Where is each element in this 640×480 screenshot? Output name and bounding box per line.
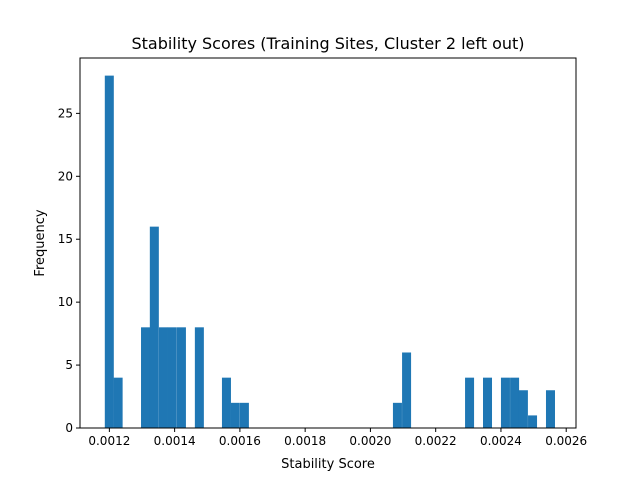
histogram-bar bbox=[176, 327, 186, 428]
histogram-bar bbox=[510, 377, 520, 428]
histogram-bar bbox=[239, 402, 249, 428]
y-tick-label: 0 bbox=[65, 421, 73, 435]
y-tick-label: 25 bbox=[58, 106, 73, 120]
chart-title: Stability Scores (Training Sites, Cluste… bbox=[131, 34, 524, 53]
histogram-bar bbox=[528, 415, 538, 428]
histogram-bar bbox=[167, 327, 177, 428]
histogram-bar bbox=[221, 377, 231, 428]
histogram-bar bbox=[141, 327, 151, 428]
x-axis: 0.0012 0.0014 0.0016 0.0018 0.0020 0.0022 0.00… bbox=[88, 428, 587, 448]
x-tick-label: 0.0020 bbox=[349, 434, 391, 448]
x-tick-label: 0.0012 bbox=[88, 434, 130, 448]
histogram-bar bbox=[158, 327, 168, 428]
y-axis-label: Frequency bbox=[33, 209, 48, 276]
x-tick-label: 0.0026 bbox=[545, 434, 587, 448]
histogram-bar bbox=[518, 390, 528, 428]
y-tick-label: 10 bbox=[58, 295, 73, 309]
histogram-bar bbox=[500, 377, 510, 428]
histogram-bar bbox=[465, 377, 475, 428]
x-tick-label: 0.0016 bbox=[219, 434, 261, 448]
x-axis-label: Stability Score bbox=[281, 457, 375, 472]
x-tick-label: 0.0018 bbox=[284, 434, 326, 448]
histogram-bar bbox=[402, 352, 412, 428]
y-tick-label: 15 bbox=[58, 232, 73, 246]
x-tick-label: 0.0024 bbox=[480, 434, 522, 448]
histogram-bar bbox=[230, 402, 240, 428]
x-tick-label: 0.0014 bbox=[154, 434, 196, 448]
bars-group bbox=[104, 75, 555, 429]
y-tick-label: 5 bbox=[65, 358, 73, 372]
histogram-bar bbox=[545, 390, 555, 428]
histogram-bar bbox=[483, 377, 493, 428]
histogram-bar bbox=[194, 327, 204, 428]
histogram-bar bbox=[149, 226, 159, 428]
histogram-bar bbox=[113, 377, 123, 428]
plot-frame bbox=[79, 57, 577, 429]
x-tick-label: 0.0022 bbox=[415, 434, 457, 448]
y-tick-label: 20 bbox=[58, 169, 73, 183]
histogram-bar bbox=[104, 75, 114, 429]
histogram-bar bbox=[392, 402, 402, 428]
y-axis: 0 5 10 15 20 25 bbox=[58, 106, 80, 435]
